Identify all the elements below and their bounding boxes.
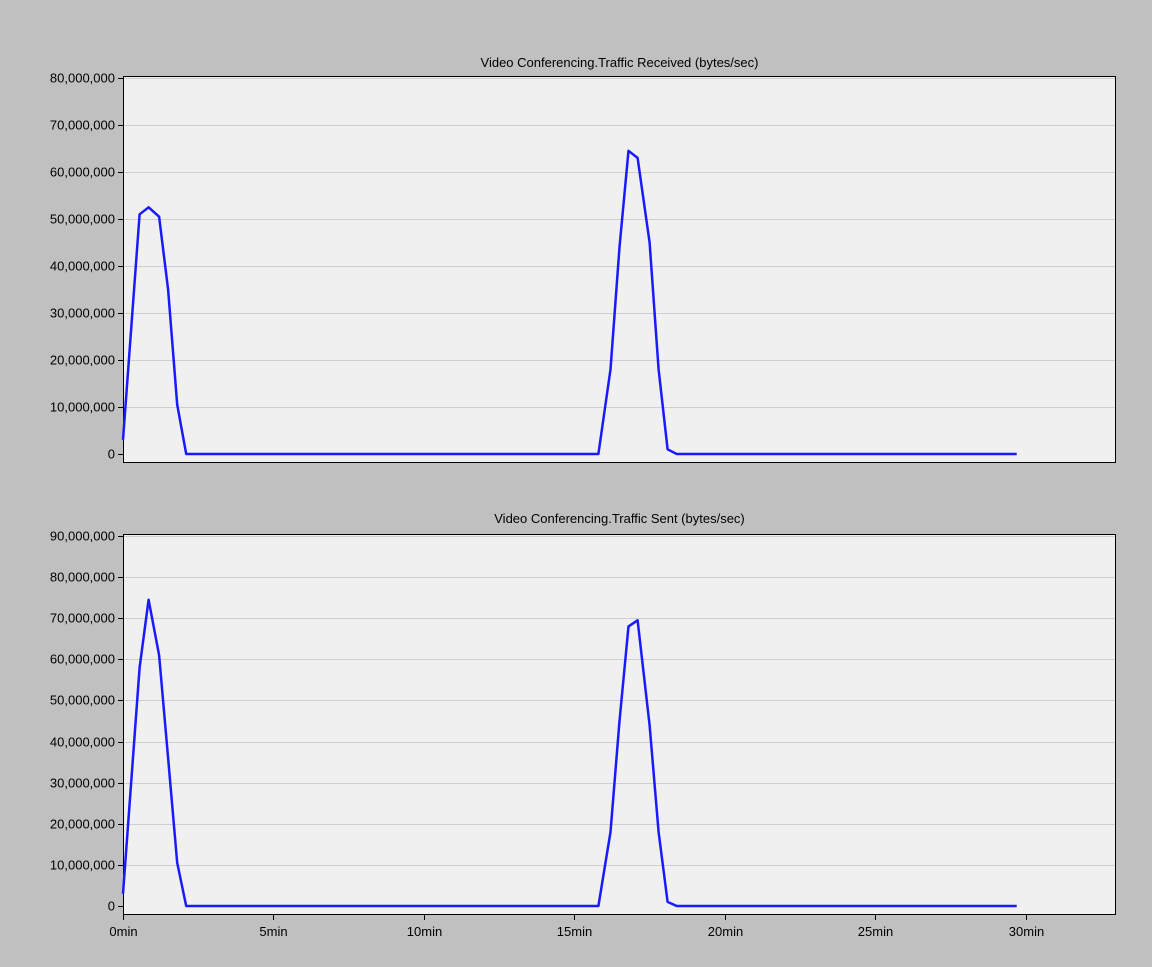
- chart-1-frame: [123, 76, 1116, 463]
- chart-2-frame: [123, 534, 1116, 915]
- chart-1-ytick-label: 60,000,000: [50, 165, 115, 180]
- chart-2-ytick-label: 50,000,000: [50, 693, 115, 708]
- chart-2-ytick-label: 80,000,000: [50, 570, 115, 585]
- chart-1-ytick-label: 70,000,000: [50, 118, 115, 133]
- chart-2-xtick-label: 0min: [109, 924, 137, 939]
- chart-2-ytick-label: 40,000,000: [50, 735, 115, 750]
- chart-2-series-1-line: [121, 598, 1017, 908]
- chart-2-xtick-label: 5min: [259, 924, 287, 939]
- chart-2-title: Video Conferencing.Traffic Sent (bytes/s…: [494, 511, 745, 526]
- chart-2-ytick-label: 20,000,000: [50, 817, 115, 832]
- chart-1-plot-area: [123, 76, 1116, 463]
- chart-2-ytick-label: 30,000,000: [50, 776, 115, 791]
- chart-2-ytick-label: 60,000,000: [50, 652, 115, 667]
- chart-2-ytick-label: 10,000,000: [50, 858, 115, 873]
- chart-2-xtick-label: 10min: [407, 924, 442, 939]
- chart-2-xtick-label: 30min: [1009, 924, 1044, 939]
- chart-2-ytick-label: 90,000,000: [50, 529, 115, 544]
- chart-1-series-1-line: [121, 149, 1017, 456]
- chart-2-ytick-label: 0: [108, 899, 115, 914]
- chart-1-ytick-label: 40,000,000: [50, 259, 115, 274]
- chart-1-ytick-label: 20,000,000: [50, 353, 115, 368]
- chart-2-xtick-label: 15min: [557, 924, 592, 939]
- chart-1-title: Video Conferencing.Traffic Received (byt…: [481, 55, 759, 70]
- chart-1-ytick-label: 50,000,000: [50, 212, 115, 227]
- chart-2-xtick-label: 20min: [708, 924, 743, 939]
- chart-1-ytick-label: 80,000,000: [50, 71, 115, 86]
- chart-1-ytick-label: 0: [108, 447, 115, 462]
- chart-1-ytick-label: 30,000,000: [50, 306, 115, 321]
- chart-1-ytick-label: 10,000,000: [50, 400, 115, 415]
- chart-2-xtick-label: 25min: [858, 924, 893, 939]
- chart-2-ytick-label: 70,000,000: [50, 611, 115, 626]
